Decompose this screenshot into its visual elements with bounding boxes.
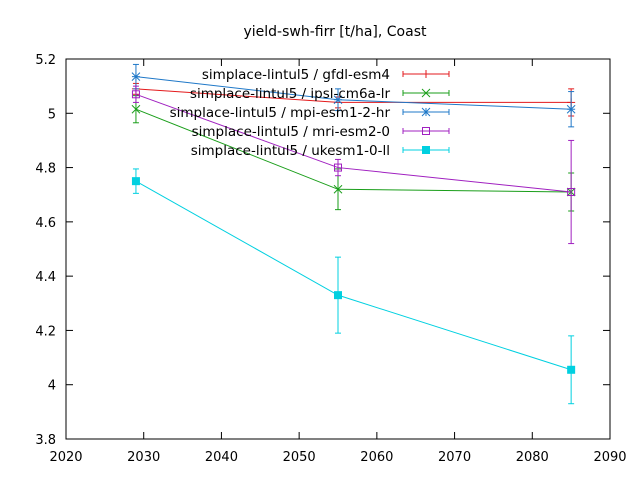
data-point — [567, 365, 576, 374]
error-bar — [132, 85, 139, 103]
legend-marker — [421, 107, 431, 117]
legend-label: simplace-lintul5 / gfdl-esm4 — [202, 67, 390, 83]
legend-marker — [422, 70, 430, 78]
data-point — [334, 163, 342, 172]
x-tick-label: 2030 — [127, 450, 160, 465]
x-tick-label: 2060 — [360, 450, 393, 465]
legend-marker — [422, 127, 430, 135]
data-point — [566, 104, 576, 114]
legend-entry-1: simplace-lintul5 / gfdl-esm4 — [202, 67, 450, 83]
legend-entry-2: simplace-lintul5 / ipsl-cm6a-lr — [190, 86, 450, 102]
legend-entry-4: simplace-lintul5 / mri-esm2-0 — [192, 124, 450, 140]
y-tick-label: 4.2 — [35, 324, 56, 339]
x-tick-label: 2020 — [49, 450, 82, 465]
legend-label: simplace-lintul5 / ipsl-cm6a-lr — [190, 86, 391, 102]
legend: simplace-lintul5 / gfdl-esm4 simplace-lin… — [170, 67, 450, 159]
legend-label: simplace-lintul5 / mpi-esm1-2-hr — [170, 105, 391, 121]
plot-frame — [65, 58, 611, 440]
data-point — [131, 72, 141, 81]
legend-entry-5: simplace-lintul5 / ukesm1-0-ll — [191, 143, 450, 159]
series-4 — [131, 85, 576, 245]
data-point — [567, 188, 576, 196]
data-point — [333, 95, 343, 105]
series-5 — [131, 168, 576, 405]
y-tick-label: 4.8 — [35, 162, 56, 177]
data-point — [131, 90, 140, 99]
y-tick-label: 5.2 — [35, 53, 56, 68]
legend-entry-3: simplace-lintul5 / mpi-esm1-2-hr — [170, 105, 450, 121]
error-bar — [568, 139, 575, 245]
legend-marker — [421, 88, 431, 98]
x-tick-label: 2080 — [516, 450, 549, 465]
x-tick-label: 2040 — [205, 450, 238, 465]
series-line — [135, 180, 572, 371]
data-point — [131, 177, 140, 186]
series-3 — [131, 63, 576, 128]
data-point — [131, 104, 141, 114]
chart-title: yield-swh-firr [t/ha], Coast — [243, 24, 427, 40]
y-tick-label: 4 — [48, 379, 56, 394]
y-tick-label: 4.6 — [35, 216, 56, 231]
y-tick-label: 3.8 — [35, 433, 56, 448]
x-tick-label: 2050 — [283, 450, 316, 465]
error-bar — [335, 158, 341, 177]
series-layer — [131, 63, 576, 405]
y-tick-label: 5 — [48, 107, 56, 122]
legend-marker — [422, 146, 430, 154]
data-point — [334, 291, 342, 300]
legend-label: simplace-lintul5 / mri-esm2-0 — [192, 124, 390, 140]
x-tick-label: 2090 — [593, 450, 626, 465]
axes: 2020 2030 2040 2050 2060 2070 2080 2090 3.8 4 4.2 4… — [35, 53, 626, 465]
legend-label: simplace-lintul5 / ukesm1-0-ll — [191, 143, 390, 159]
y-tick-label: 4.4 — [35, 270, 56, 285]
x-tick-label: 2070 — [438, 450, 471, 465]
data-point — [333, 184, 343, 194]
